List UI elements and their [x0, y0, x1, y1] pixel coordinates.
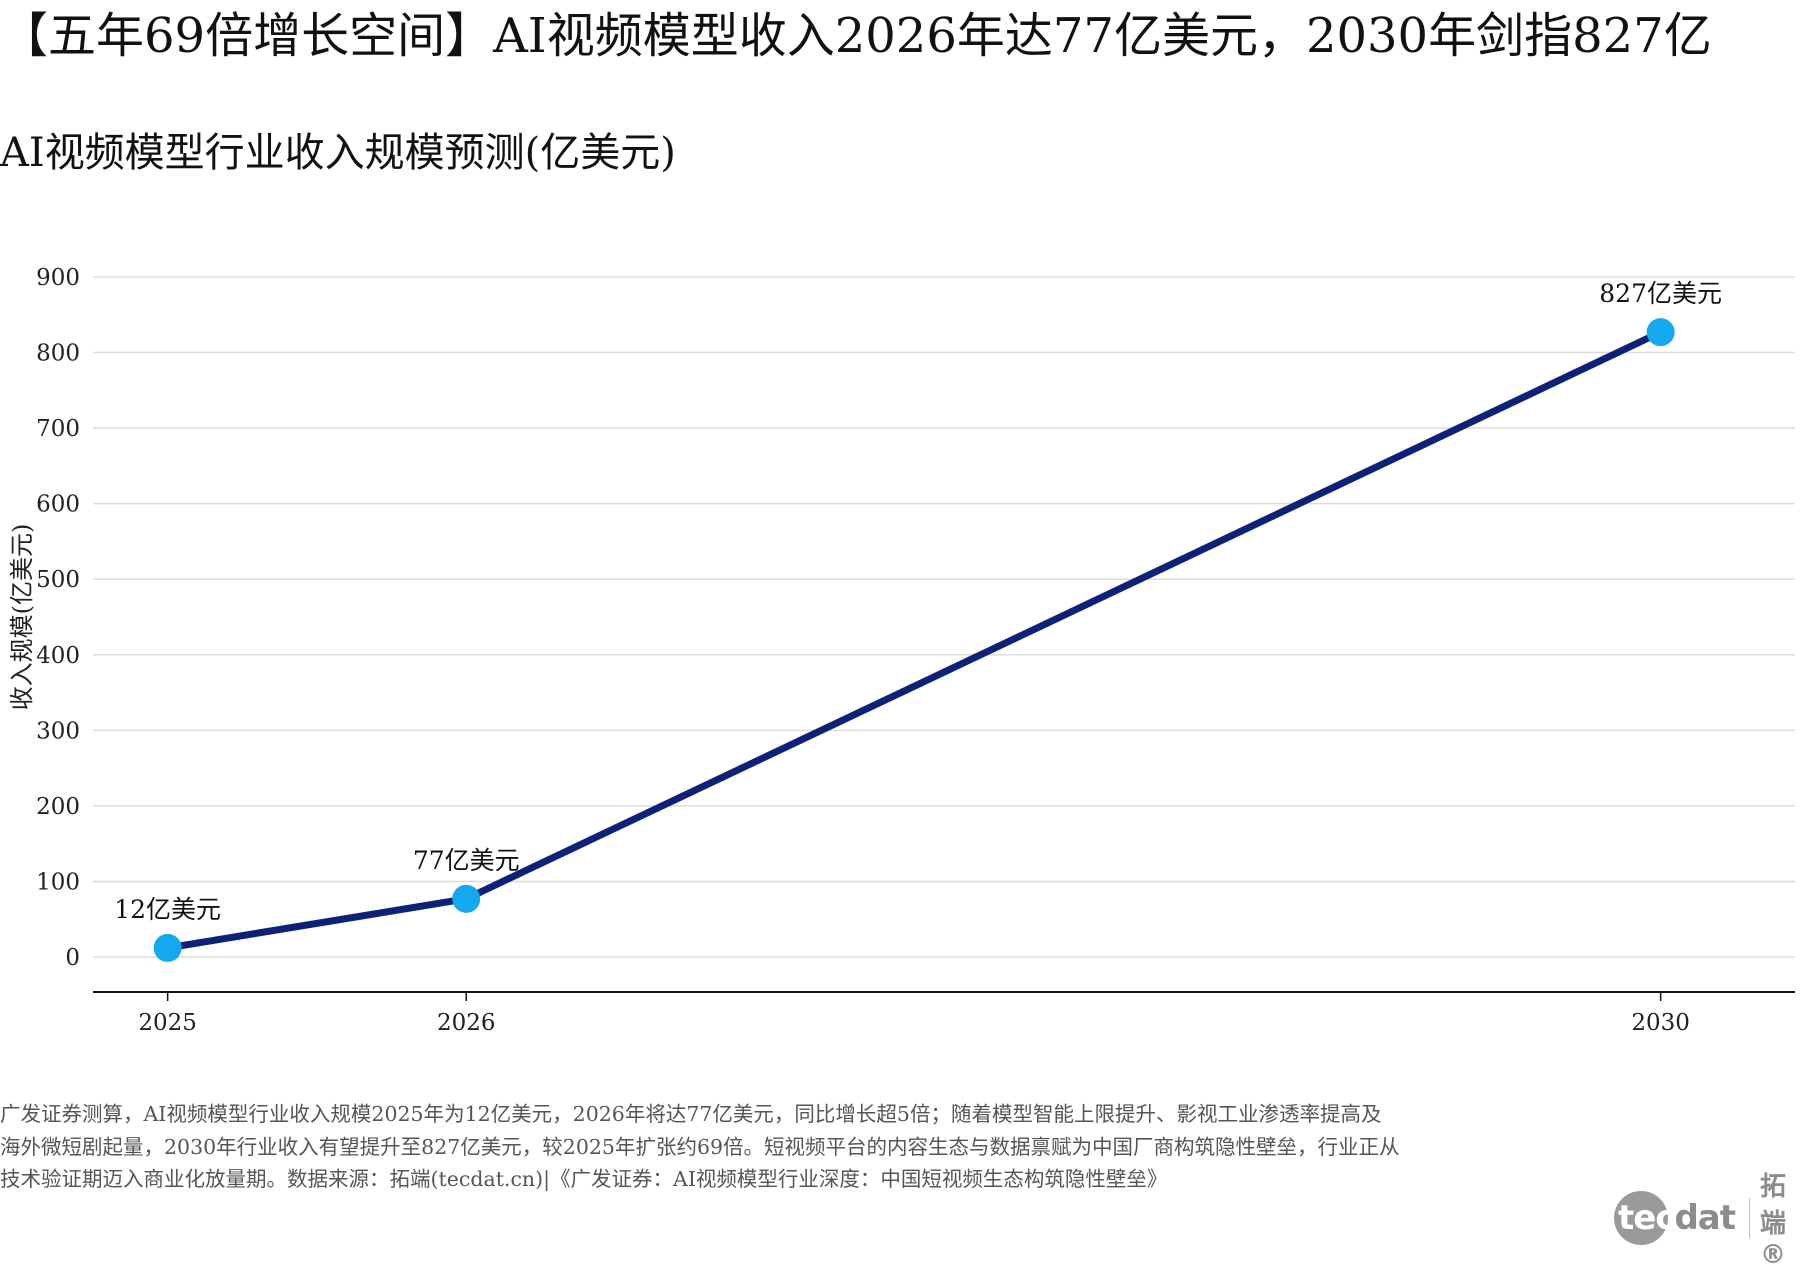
logo-word: tecdat [1618, 1198, 1736, 1238]
y-tick-label: 100 [36, 869, 80, 895]
x-tick-label: 2030 [1631, 1010, 1690, 1036]
footnote: 广发证券测算，AI视频模型行业收入规模2025年为12亿美元，2026年将达77… [0, 1102, 1400, 1191]
markers [153, 318, 1675, 962]
logo-cn-text: 拓端® [1760, 1172, 1787, 1270]
y-tick-label: 500 [36, 567, 80, 593]
y-tick-label: 700 [36, 416, 80, 442]
y-tick-label: 600 [36, 492, 80, 518]
y-tick-label: 200 [36, 794, 80, 820]
chart-subtitle: AI视频模型行业收入规模预测(亿美元) [0, 130, 676, 176]
tecdat-logo: tecdat 拓端® [1614, 1172, 1800, 1270]
grid-lines [93, 276, 1795, 958]
data-point-marker [452, 884, 481, 913]
y-tick-label: 300 [36, 718, 80, 744]
series-line-layer [164, 328, 1665, 952]
x-tick-label: 2025 [138, 1010, 197, 1036]
data-point-marker [153, 933, 182, 962]
axes: 0 100 200 300 400 500 600 700 800 900 2025 2026 2030 [36, 265, 1795, 1036]
logo-circle-icon [1614, 1191, 1668, 1245]
data-point-label: 12亿美元 [114, 895, 221, 924]
y-tick-label: 0 [65, 945, 80, 971]
y-axis-label: 收入规模(亿美元) [8, 524, 36, 711]
logo-divider [1749, 1198, 1751, 1238]
series-line [164, 328, 1665, 952]
data-point-marker [1646, 318, 1675, 347]
y-tick-label: 900 [36, 265, 80, 291]
data-point-label: 827亿美元 [1599, 279, 1722, 308]
x-tick-label: 2026 [437, 1010, 496, 1036]
data-point-label: 77亿美元 [413, 846, 520, 875]
y-tick-label: 400 [36, 643, 80, 669]
chart-title: 【五年69倍增长空间】AI视频模型收入2026年达77亿美元，2030年剑指82… [0, 8, 1712, 64]
y-tick-label: 800 [36, 341, 80, 367]
data-labels: 12亿美元 77亿美元 827亿美元 [114, 279, 1722, 924]
